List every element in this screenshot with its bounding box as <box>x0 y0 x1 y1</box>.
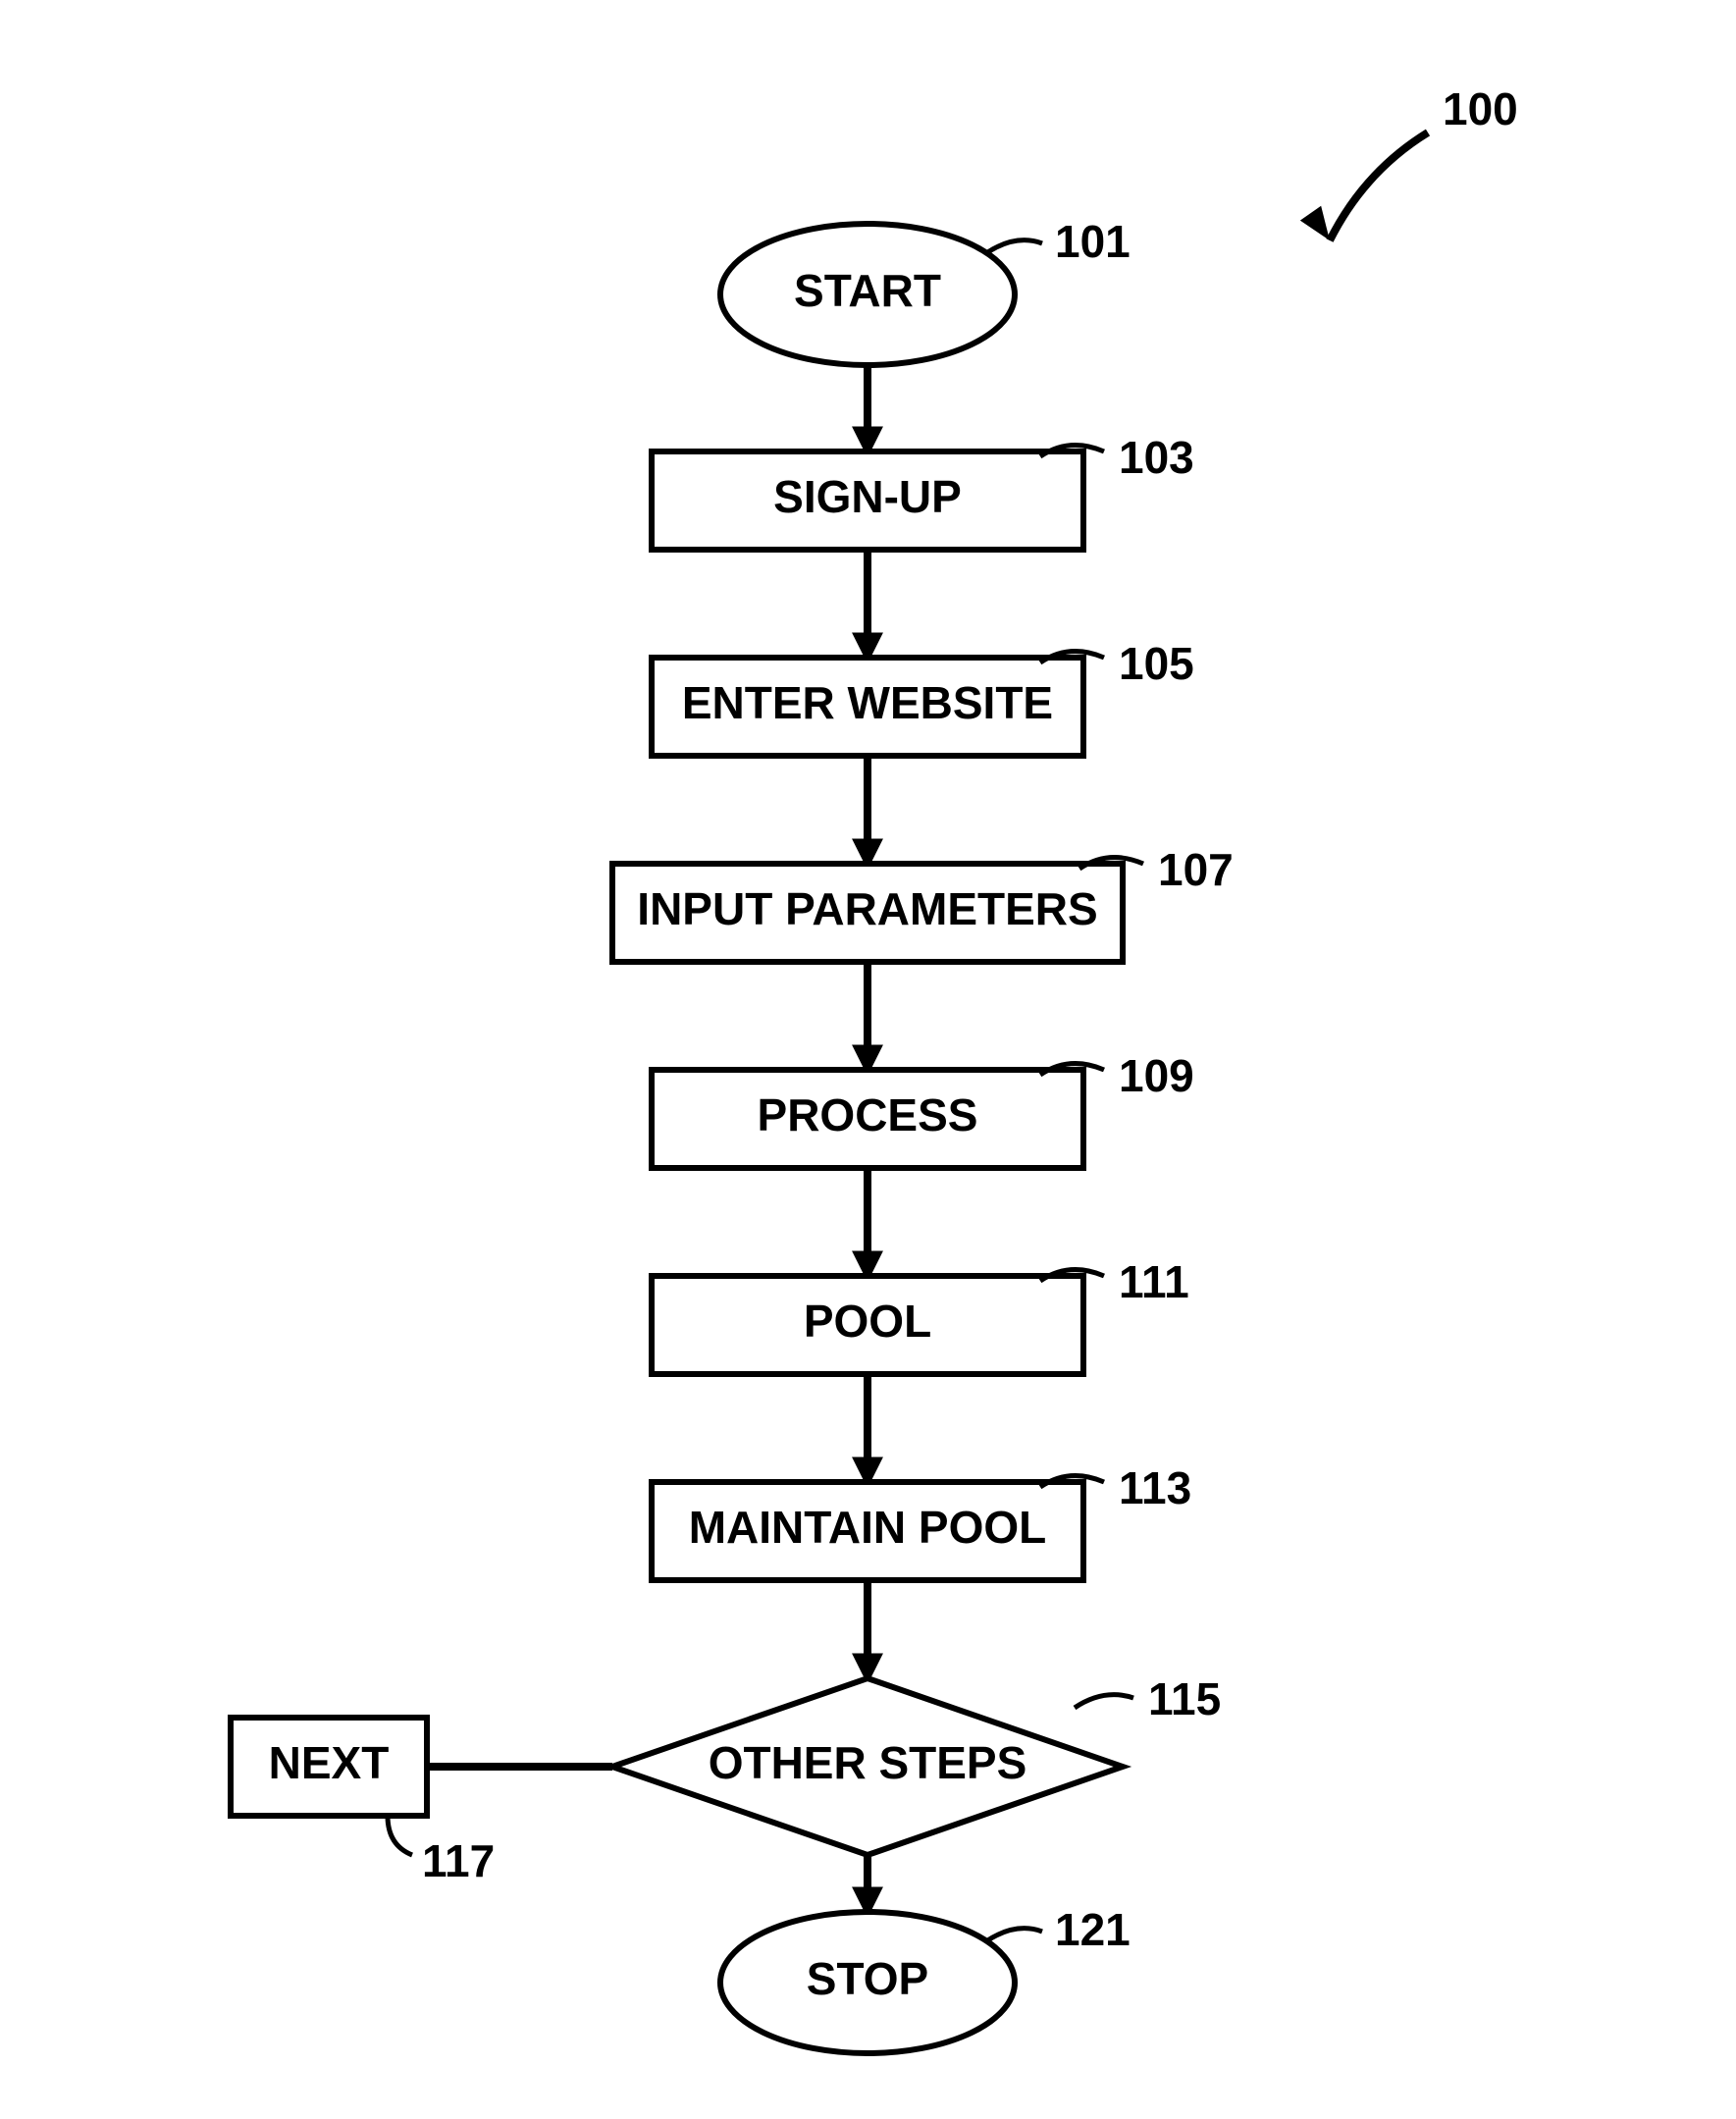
node-other-leader <box>1075 1695 1133 1708</box>
node-process-ref: 109 <box>1119 1050 1194 1101</box>
node-maintain-ref: 113 <box>1119 1462 1191 1513</box>
node-stop-label: STOP <box>807 1953 928 2004</box>
node-process: PROCESS 109 <box>652 1050 1194 1168</box>
node-pool-ref: 111 <box>1119 1256 1189 1307</box>
node-other-label: OTHER STEPS <box>709 1737 1027 1788</box>
node-start: START 101 <box>720 216 1131 365</box>
node-enter-ref: 105 <box>1119 638 1194 689</box>
node-next: NEXT 117 <box>231 1718 495 1886</box>
node-maintain: MAINTAIN POOL 113 <box>652 1462 1191 1580</box>
node-start-leader <box>986 240 1042 253</box>
node-stop-ref: 121 <box>1055 1904 1131 1955</box>
node-start-label: START <box>794 265 941 316</box>
node-pool-label: POOL <box>804 1296 931 1347</box>
node-next-leader <box>388 1816 412 1855</box>
figure-ref-arrow <box>1330 132 1428 240</box>
node-pool: POOL 111 <box>652 1256 1189 1374</box>
node-enter-label: ENTER WEBSITE <box>682 677 1053 728</box>
node-enter: ENTER WEBSITE 105 <box>652 638 1194 756</box>
node-other-ref: 115 <box>1148 1673 1221 1724</box>
node-next-label: NEXT <box>269 1737 390 1788</box>
node-maintain-label: MAINTAIN POOL <box>689 1502 1047 1553</box>
node-stop-leader <box>986 1929 1042 1941</box>
node-process-label: PROCESS <box>758 1089 978 1140</box>
node-next-ref: 117 <box>422 1835 495 1886</box>
node-input: INPUT PARAMETERS 107 <box>612 844 1234 962</box>
node-stop: STOP 121 <box>720 1904 1131 2053</box>
node-signup-ref: 103 <box>1119 432 1194 483</box>
node-signup-label: SIGN-UP <box>773 471 962 522</box>
node-input-label: INPUT PARAMETERS <box>637 883 1097 934</box>
node-signup: SIGN-UP 103 <box>652 432 1194 550</box>
figure-ref: 100 <box>1300 83 1518 247</box>
figure-ref-label: 100 <box>1443 83 1518 134</box>
node-input-ref: 107 <box>1158 844 1234 895</box>
node-start-ref: 101 <box>1055 216 1131 267</box>
node-other: OTHER STEPS 115 <box>612 1673 1221 1855</box>
